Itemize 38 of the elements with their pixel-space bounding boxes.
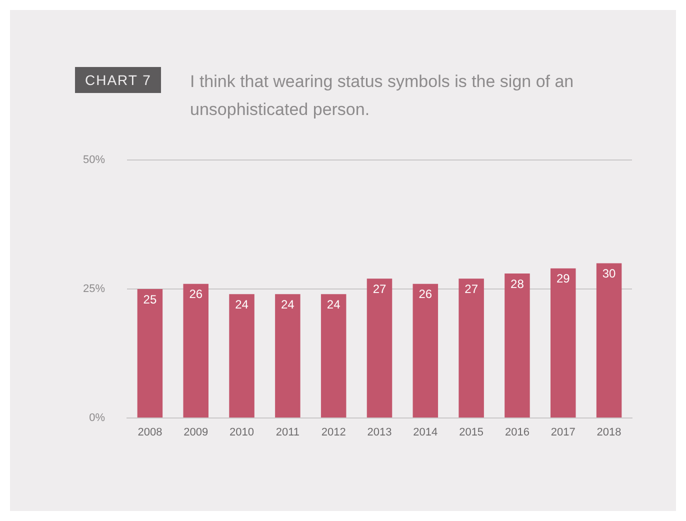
bar bbox=[320, 294, 346, 418]
data-label: 26 bbox=[418, 287, 432, 302]
bar bbox=[412, 284, 438, 418]
x-tick-label: 2015 bbox=[459, 426, 484, 439]
bar bbox=[229, 294, 254, 418]
data-label: 24 bbox=[235, 297, 249, 312]
x-tick-label: 2016 bbox=[504, 426, 530, 439]
bar bbox=[550, 268, 576, 418]
x-tick-label: 2014 bbox=[413, 426, 438, 439]
x-tick-label: 2012 bbox=[321, 426, 346, 439]
x-tick-label: 2017 bbox=[550, 426, 576, 439]
data-label: 30 bbox=[602, 266, 616, 281]
bar bbox=[596, 263, 622, 418]
y-tick-label: 50% bbox=[82, 154, 106, 166]
x-tick-label: 2010 bbox=[230, 426, 254, 439]
bar bbox=[366, 278, 392, 418]
data-label: 26 bbox=[189, 287, 203, 302]
data-label: 27 bbox=[372, 282, 386, 296]
y-tick-label: 25% bbox=[82, 283, 106, 296]
data-label: 24 bbox=[281, 297, 295, 312]
data-label: 27 bbox=[464, 282, 478, 296]
bar bbox=[275, 294, 300, 418]
bar bbox=[504, 274, 530, 418]
data-label: 28 bbox=[510, 276, 524, 291]
x-tick-label: 2013 bbox=[367, 426, 392, 439]
bar bbox=[458, 278, 484, 418]
data-label: 29 bbox=[556, 272, 570, 286]
chart-title: CHART 7 bbox=[75, 67, 162, 93]
data-label: 24 bbox=[326, 297, 341, 312]
x-tick-label: 2018 bbox=[596, 426, 622, 439]
chart-subtitle: I think that wearing status symbols is the sign of an unsophisticated person. bbox=[190, 71, 575, 121]
x-tick-label: 2008 bbox=[138, 426, 162, 439]
bar bbox=[183, 284, 208, 418]
y-tick-label: 0% bbox=[89, 412, 106, 424]
x-tick-label: 2011 bbox=[276, 426, 300, 439]
bar bbox=[137, 289, 163, 418]
x-tick-label: 2009 bbox=[184, 426, 208, 439]
data-label: 25 bbox=[143, 292, 157, 306]
